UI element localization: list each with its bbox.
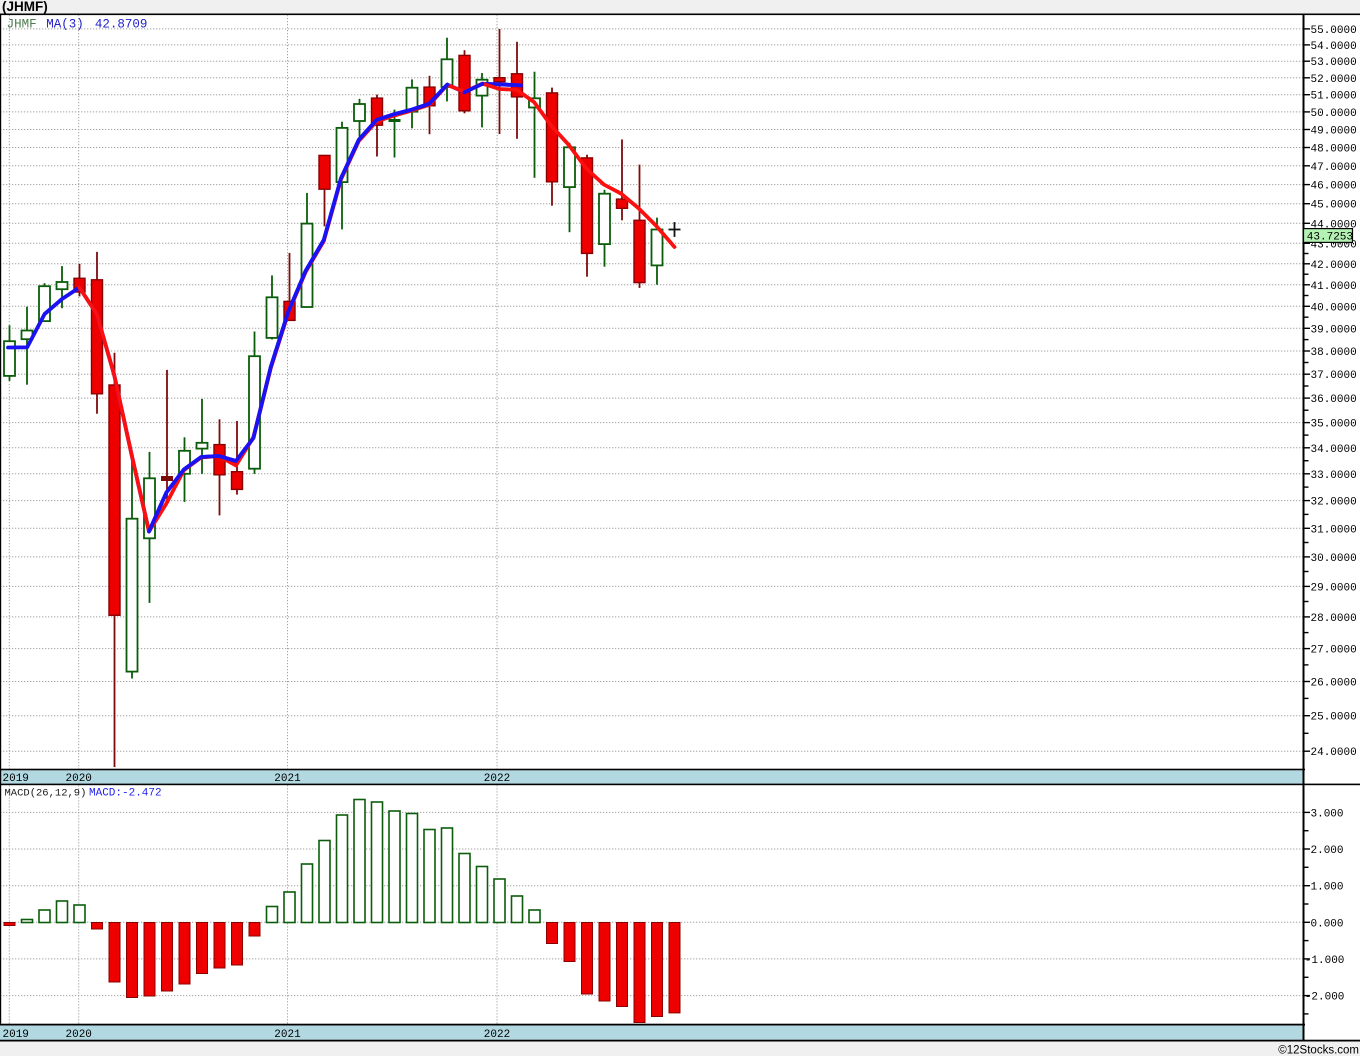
svg-text:1.000: 1.000 (1311, 882, 1344, 894)
svg-text:2021: 2021 (274, 1029, 301, 1041)
svg-text:55.0000: 55.0000 (1311, 25, 1357, 37)
svg-text:0.000: 0.000 (1311, 918, 1344, 930)
svg-text:50.0000: 50.0000 (1311, 108, 1357, 120)
svg-text:25.0000: 25.0000 (1311, 712, 1357, 724)
svg-text:2022: 2022 (484, 773, 510, 785)
svg-text:41.0000: 41.0000 (1311, 281, 1357, 293)
svg-text:MA(3): MA(3) (46, 18, 84, 32)
svg-text:42.8709: 42.8709 (95, 18, 148, 32)
svg-text:39.0000: 39.0000 (1311, 324, 1357, 336)
svg-text:45.0000: 45.0000 (1311, 200, 1357, 212)
svg-text:2021: 2021 (274, 773, 301, 785)
svg-text:43.7253: 43.7253 (1307, 232, 1353, 244)
svg-text:-2.000: -2.000 (1305, 992, 1345, 1004)
svg-text:51.0000: 51.0000 (1311, 91, 1357, 103)
svg-text:38.0000: 38.0000 (1311, 347, 1357, 359)
svg-text:30.0000: 30.0000 (1311, 553, 1357, 565)
svg-text:34.0000: 34.0000 (1311, 444, 1357, 456)
svg-text:29.0000: 29.0000 (1311, 582, 1357, 594)
svg-text:36.0000: 36.0000 (1311, 394, 1357, 406)
svg-text:27.0000: 27.0000 (1311, 645, 1357, 657)
svg-text:26.0000: 26.0000 (1311, 678, 1357, 690)
svg-text:52.0000: 52.0000 (1311, 74, 1357, 86)
svg-text:42.0000: 42.0000 (1311, 260, 1357, 272)
svg-text:MACD:-2.472: MACD:-2.472 (89, 788, 162, 800)
svg-text:48.0000: 48.0000 (1311, 144, 1357, 156)
svg-text:2019: 2019 (3, 773, 29, 785)
svg-text:(JHMF): (JHMF) (2, 0, 48, 14)
svg-text:49.0000: 49.0000 (1311, 126, 1357, 138)
svg-text:54.0000: 54.0000 (1311, 41, 1357, 53)
svg-text:2.000: 2.000 (1311, 845, 1344, 857)
svg-text:37.0000: 37.0000 (1311, 370, 1357, 382)
svg-text:©12Stocks.com: ©12Stocks.com (1278, 1045, 1359, 1056)
svg-text:24.0000: 24.0000 (1311, 747, 1357, 759)
svg-text:31.0000: 31.0000 (1311, 524, 1357, 536)
svg-text:40.0000: 40.0000 (1311, 302, 1357, 314)
svg-text:47.0000: 47.0000 (1311, 162, 1357, 174)
svg-text:JHMF: JHMF (7, 18, 37, 32)
svg-text:53.0000: 53.0000 (1311, 57, 1357, 69)
svg-text:3.000: 3.000 (1311, 808, 1344, 820)
svg-text:MACD(26,12,9): MACD(26,12,9) (5, 788, 87, 800)
svg-text:35.0000: 35.0000 (1311, 419, 1357, 431)
svg-text:32.0000: 32.0000 (1311, 497, 1357, 509)
svg-text:2020: 2020 (66, 773, 92, 785)
svg-text:2020: 2020 (66, 1029, 92, 1041)
svg-text:2019: 2019 (3, 1029, 29, 1041)
svg-text:28.0000: 28.0000 (1311, 613, 1357, 625)
svg-text:2022: 2022 (484, 1029, 510, 1041)
svg-text:33.0000: 33.0000 (1311, 470, 1357, 482)
svg-text:-1.000: -1.000 (1305, 955, 1345, 967)
svg-text:46.0000: 46.0000 (1311, 181, 1357, 193)
